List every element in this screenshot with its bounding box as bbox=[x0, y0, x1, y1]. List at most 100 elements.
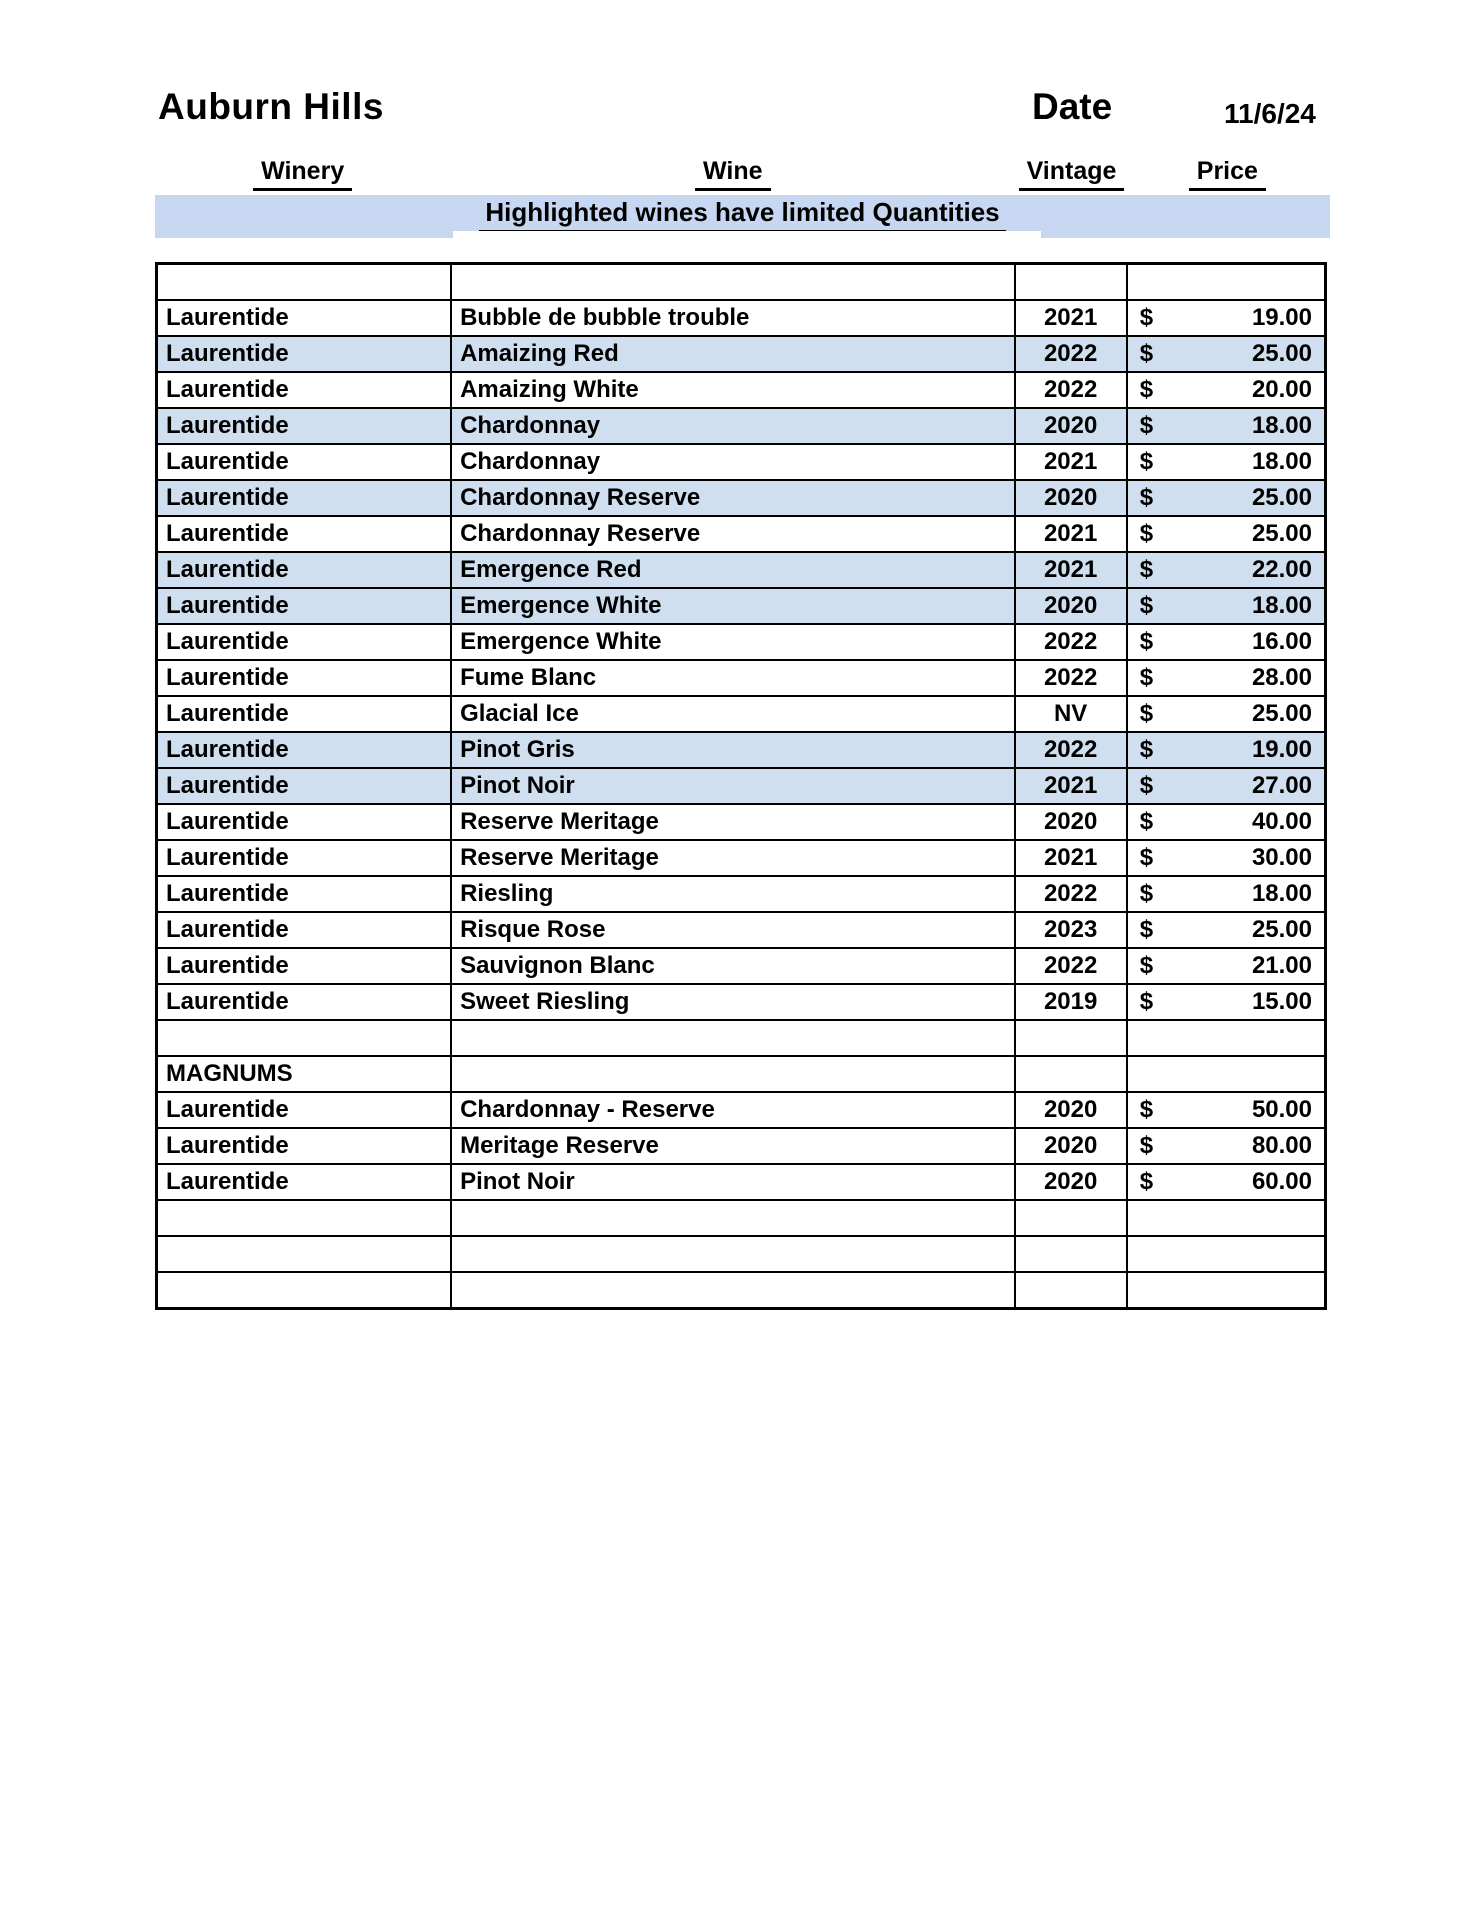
wine-row: Laurentide Pinot Noir 2021 $27.00 bbox=[155, 767, 1327, 805]
vintage-cell: 2022 bbox=[1013, 947, 1128, 985]
currency-symbol: $ bbox=[1139, 808, 1154, 835]
wine-cell: Chardonnay bbox=[450, 407, 1016, 445]
wine-table-body: Laurentide Bubble de bubble trouble 2021 $1… bbox=[155, 262, 1327, 1310]
currency-symbol: $ bbox=[1139, 448, 1154, 475]
wine-cell bbox=[450, 1019, 1016, 1057]
winery-cell: Laurentide bbox=[155, 803, 453, 841]
wine-row: Laurentide Reserve Meritage 2020 $40.00 bbox=[155, 803, 1327, 841]
currency-symbol: $ bbox=[1139, 304, 1154, 331]
price-cell: $20.00 bbox=[1125, 371, 1327, 409]
column-header-vintage-label: Vintage bbox=[1018, 157, 1125, 191]
wine-cell: Amaizing Red bbox=[450, 335, 1016, 373]
winery-cell: Laurentide bbox=[155, 623, 453, 661]
price-cell: $25.00 bbox=[1125, 479, 1327, 517]
price-cell: $25.00 bbox=[1125, 695, 1327, 733]
wine-row: Laurentide Meritage Reserve 2020 $80.00 bbox=[155, 1127, 1327, 1165]
column-header-wine: Wine bbox=[450, 157, 1015, 191]
wine-row: Laurentide Amaizing White 2022 $20.00 bbox=[155, 371, 1327, 409]
winery-cell bbox=[155, 1271, 453, 1310]
wine-cell bbox=[450, 1055, 1016, 1093]
currency-symbol: $ bbox=[1139, 880, 1154, 907]
price-cell bbox=[1125, 1271, 1327, 1310]
wine-cell bbox=[450, 1199, 1016, 1237]
vintage-cell: 2022 bbox=[1013, 659, 1128, 697]
currency-symbol: $ bbox=[1139, 556, 1154, 583]
winery-cell: Laurentide bbox=[155, 407, 453, 445]
winery-cell: Laurentide bbox=[155, 695, 453, 733]
currency-symbol: $ bbox=[1139, 736, 1154, 763]
wine-cell: Risque Rose bbox=[450, 911, 1016, 949]
price-cell: $60.00 bbox=[1125, 1163, 1327, 1201]
price-value: 30.00 bbox=[1251, 844, 1312, 871]
winery-cell: Laurentide bbox=[155, 911, 453, 949]
vintage-cell: 2021 bbox=[1013, 551, 1128, 589]
wine-cell: Chardonnay bbox=[450, 443, 1016, 481]
price-cell: $80.00 bbox=[1125, 1127, 1327, 1165]
winery-cell: Laurentide bbox=[155, 587, 453, 625]
price-value: 18.00 bbox=[1251, 592, 1312, 619]
price-cell: $19.00 bbox=[1125, 299, 1327, 337]
vintage-cell bbox=[1013, 1019, 1128, 1057]
wine-row: Laurentide Fume Blanc 2022 $28.00 bbox=[155, 659, 1327, 697]
column-header-winery: Winery bbox=[155, 157, 450, 191]
price-value: 21.00 bbox=[1251, 952, 1312, 979]
price-value: 18.00 bbox=[1251, 880, 1312, 907]
column-header-price-label: Price bbox=[1188, 157, 1266, 191]
vintage-cell: 2022 bbox=[1013, 623, 1128, 661]
price-value: 25.00 bbox=[1251, 484, 1312, 511]
currency-symbol: $ bbox=[1139, 1168, 1154, 1195]
price-value: 22.00 bbox=[1251, 556, 1312, 583]
price-value: 60.00 bbox=[1251, 1168, 1312, 1195]
currency-symbol: $ bbox=[1139, 484, 1154, 511]
vintage-cell: 2023 bbox=[1013, 911, 1128, 949]
price-value: 15.00 bbox=[1251, 988, 1312, 1015]
vintage-cell: 2020 bbox=[1013, 587, 1128, 625]
column-headers: Winery Wine Vintage Price bbox=[155, 157, 1327, 191]
winery-cell: Laurentide bbox=[155, 839, 453, 877]
price-cell: $28.00 bbox=[1125, 659, 1327, 697]
wine-cell: Sauvignon Blanc bbox=[450, 947, 1016, 985]
price-cell: $18.00 bbox=[1125, 587, 1327, 625]
wine-cell: Chardonnay - Reserve bbox=[450, 1091, 1016, 1129]
empty-row bbox=[155, 262, 1327, 301]
vintage-cell: 2022 bbox=[1013, 731, 1128, 769]
vintage-cell: 2021 bbox=[1013, 299, 1128, 337]
wine-row: Laurentide Chardonnay Reserve 2020 $25.00 bbox=[155, 479, 1327, 517]
vintage-cell bbox=[1013, 1271, 1128, 1310]
winery-cell bbox=[155, 1199, 453, 1237]
wine-row: Laurentide Chardonnay 2021 $18.00 bbox=[155, 443, 1327, 481]
wine-cell: Riesling bbox=[450, 875, 1016, 913]
currency-symbol: $ bbox=[1139, 664, 1154, 691]
vintage-cell: 2021 bbox=[1013, 515, 1128, 553]
currency-symbol: $ bbox=[1139, 412, 1154, 439]
wine-cell: Sweet Riesling bbox=[450, 983, 1016, 1021]
vintage-cell: 2019 bbox=[1013, 983, 1128, 1021]
winery-cell bbox=[155, 1235, 453, 1273]
currency-symbol: $ bbox=[1139, 628, 1154, 655]
currency-symbol: $ bbox=[1139, 592, 1154, 619]
price-value: 25.00 bbox=[1251, 340, 1312, 367]
wine-row: Laurentide Chardonnay 2020 $18.00 bbox=[155, 407, 1327, 445]
wine-cell: Chardonnay Reserve bbox=[450, 515, 1016, 553]
wine-row: Laurentide Riesling 2022 $18.00 bbox=[155, 875, 1327, 913]
price-cell: $40.00 bbox=[1125, 803, 1327, 841]
price-cell: $18.00 bbox=[1125, 875, 1327, 913]
price-value: 16.00 bbox=[1251, 628, 1312, 655]
empty-row bbox=[155, 1199, 1327, 1237]
winery-cell: Laurentide bbox=[155, 875, 453, 913]
winery-cell: Laurentide bbox=[155, 335, 453, 373]
winery-cell: Laurentide bbox=[155, 983, 453, 1021]
wine-cell: Pinot Noir bbox=[450, 1163, 1016, 1201]
price-cell: $16.00 bbox=[1125, 623, 1327, 661]
wine-cell bbox=[450, 1235, 1016, 1273]
winery-cell: Laurentide bbox=[155, 443, 453, 481]
currency-symbol: $ bbox=[1139, 376, 1154, 403]
vintage-cell: 2020 bbox=[1013, 803, 1128, 841]
price-cell: $25.00 bbox=[1125, 515, 1327, 553]
winery-cell: Laurentide bbox=[155, 551, 453, 589]
wine-cell: Reserve Meritage bbox=[450, 803, 1016, 841]
price-value: 28.00 bbox=[1251, 664, 1312, 691]
vintage-cell: 2022 bbox=[1013, 335, 1128, 373]
winery-cell bbox=[155, 262, 453, 301]
currency-symbol: $ bbox=[1139, 988, 1154, 1015]
